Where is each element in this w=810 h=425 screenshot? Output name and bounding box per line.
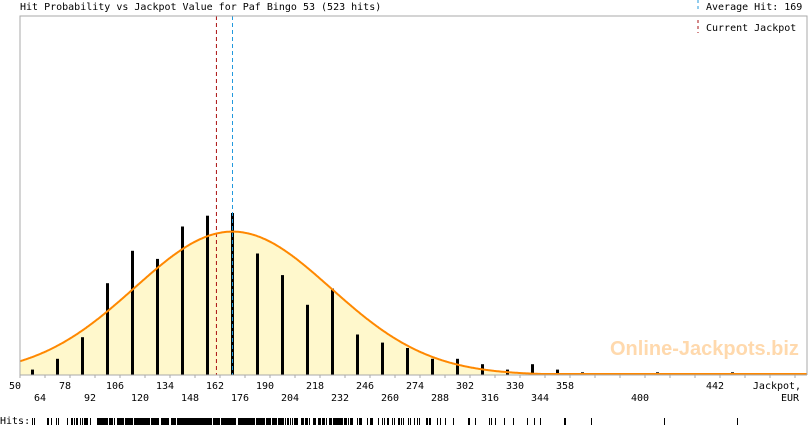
tick-label-400: 400 — [631, 393, 649, 404]
bar-bin-267 — [406, 348, 409, 375]
tick-label-316: 316 — [481, 393, 499, 404]
fit-curve — [19, 230, 807, 375]
bar-bin-183 — [256, 253, 259, 375]
bar-bin-71 — [56, 358, 59, 375]
bar-bin-295 — [456, 358, 459, 375]
tick-label-330: 330 — [506, 381, 524, 392]
bar-bin-351 — [556, 369, 559, 375]
legend-current-label: Current Jackpot — [706, 23, 796, 34]
tick-label-204: 204 — [281, 393, 299, 404]
bar-bin-113 — [131, 250, 134, 375]
tick-label-148: 148 — [181, 393, 199, 404]
x-axis-unit: EUR — [781, 393, 800, 404]
bar-bin-211 — [306, 304, 309, 375]
chart-title: Hit Probability vs Jackpot Value for Paf… — [20, 2, 381, 13]
x-axis-label: Jackpot, — [753, 381, 801, 392]
bar-bin-225 — [331, 288, 334, 375]
bar-bin-127 — [156, 258, 159, 375]
watermark: Online-Jackpots.biz — [610, 338, 799, 360]
tick-label-50: 50 — [9, 381, 21, 392]
tick-label-246: 246 — [356, 381, 374, 392]
tick-label-78: 78 — [59, 381, 71, 392]
bar-bin-155 — [206, 215, 209, 375]
tick-label-358: 358 — [556, 381, 574, 392]
tick-label-120: 120 — [131, 393, 149, 404]
tick-label-218: 218 — [306, 381, 324, 392]
legend-average-label: Average Hit: 169 — [706, 2, 802, 13]
tick-label-106: 106 — [106, 381, 124, 392]
tick-label-92: 92 — [84, 393, 96, 404]
bar-bin-239 — [356, 334, 359, 375]
tick-label-288: 288 — [431, 393, 449, 404]
bar-bin-141 — [181, 226, 184, 375]
bar-bin-99 — [106, 283, 109, 375]
tick-label-302: 302 — [456, 381, 474, 392]
hits-strip-label: Hits: — [0, 416, 30, 425]
bar-bin-337 — [531, 364, 534, 375]
tick-label-442: 442 — [706, 381, 724, 392]
bar-bin-169 — [231, 213, 234, 375]
tick-label-260: 260 — [381, 393, 399, 404]
tick-label-274: 274 — [406, 381, 424, 392]
tick-label-162: 162 — [206, 381, 224, 392]
tick-label-64: 64 — [34, 393, 46, 404]
tick-label-134: 134 — [156, 381, 174, 392]
plot-frame — [19, 15, 808, 375]
plot-area — [19, 15, 808, 378]
tick-label-190: 190 — [256, 381, 274, 392]
bar-bin-57 — [31, 369, 34, 375]
bar-bin-85 — [81, 337, 84, 375]
tick-label-232: 232 — [331, 393, 349, 404]
bar-bin-281 — [431, 358, 434, 375]
bar-bin-197 — [281, 275, 284, 375]
tick-label-176: 176 — [231, 393, 249, 404]
bar-bin-253 — [381, 342, 384, 375]
tick-label-344: 344 — [531, 393, 549, 404]
